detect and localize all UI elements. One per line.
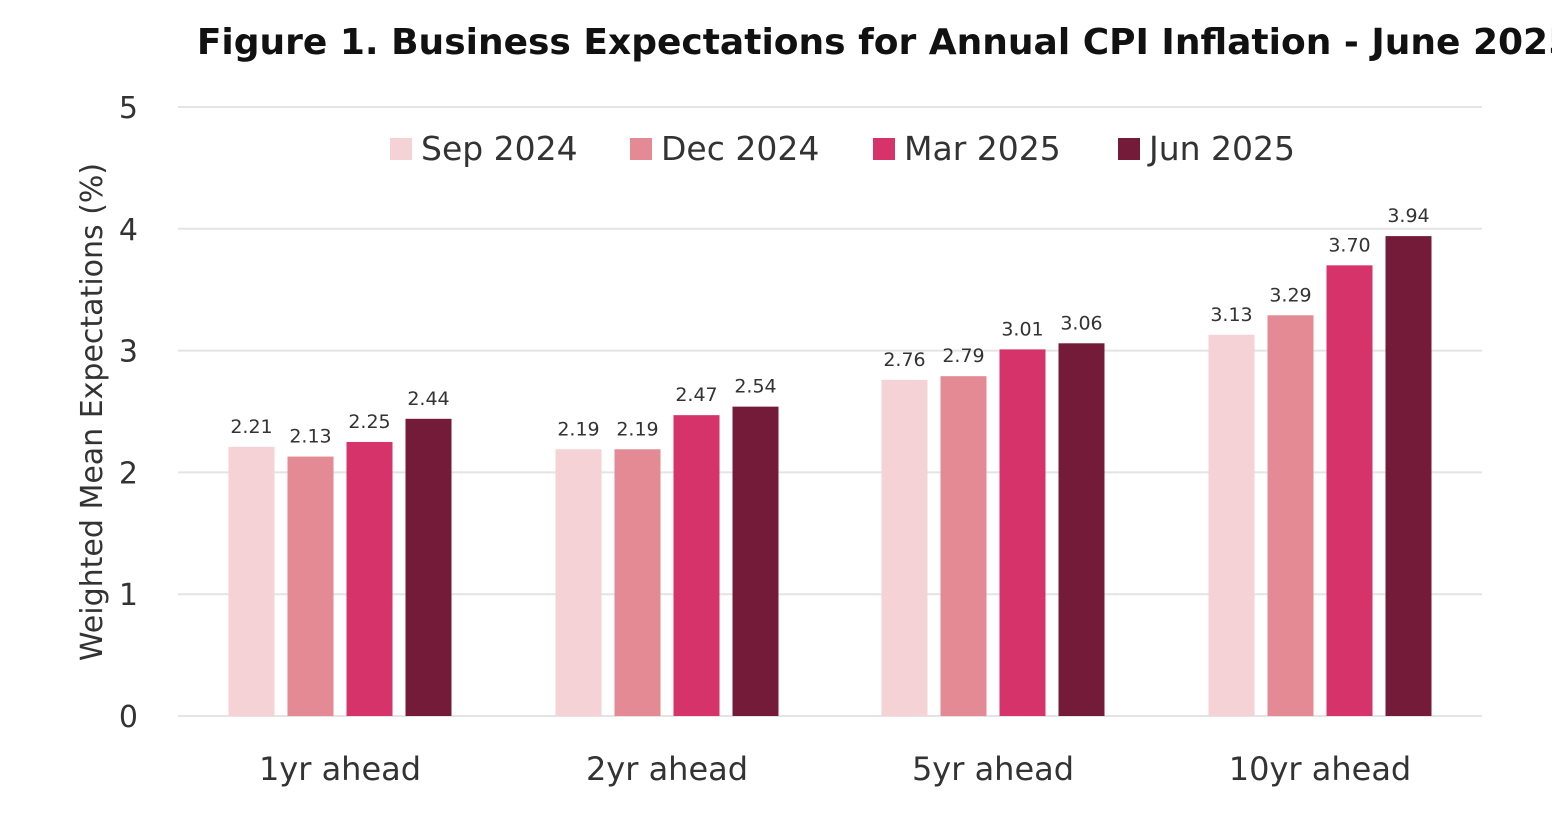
data-label-0-3: 2.44 <box>407 388 449 410</box>
data-label-0-0: 2.21 <box>230 416 272 438</box>
bar-2-3 <box>1058 343 1105 716</box>
data-label-2-3: 3.06 <box>1060 312 1102 334</box>
y-tick-label-1: 1 <box>119 578 138 613</box>
y-axis-label: Weighted Mean Expectations (%) <box>75 163 110 661</box>
y-axis-ticks: 0 1 2 3 4 5 <box>119 91 138 735</box>
data-label-1-3: 2.54 <box>734 376 776 398</box>
data-label-1-2: 2.47 <box>675 384 717 406</box>
bar-2-0 <box>881 379 928 716</box>
data-label-3-0: 3.13 <box>1210 304 1252 326</box>
legend-label-3: Jun 2025 <box>1147 129 1295 168</box>
data-label-3-3: 3.94 <box>1387 205 1429 227</box>
legend-label-2: Mar 2025 <box>904 129 1061 168</box>
y-tick-label-4: 4 <box>119 213 138 248</box>
bar-0-1 <box>287 456 334 716</box>
x-category-label-1: 2yr ahead <box>586 750 748 788</box>
chart-title: Figure 1. Business Expectations for Annu… <box>197 22 1552 63</box>
data-labels: 2.21 2.13 2.25 2.44 2.19 2.19 2.47 2.54 2.76 2.79… <box>230 205 1429 447</box>
x-category-label-3: 10yr ahead <box>1229 750 1411 788</box>
data-label-1-1: 2.19 <box>616 418 658 440</box>
bar-0-0 <box>228 446 275 716</box>
legend: Sep 2024 Dec 2024 Mar 2025 Jun 2025 <box>390 129 1295 168</box>
x-category-label-2: 5yr ahead <box>912 750 1074 788</box>
data-label-0-1: 2.13 <box>289 426 331 448</box>
legend-swatch-3 <box>1118 138 1140 160</box>
bar-3-0 <box>1208 334 1255 716</box>
legend-label-1: Dec 2024 <box>661 129 819 168</box>
data-label-2-1: 2.79 <box>942 345 984 367</box>
data-label-2-2: 3.01 <box>1001 318 1043 340</box>
data-label-0-2: 2.25 <box>348 411 390 433</box>
bar-3-1 <box>1267 315 1314 716</box>
bar-2-2 <box>999 349 1046 716</box>
legend-swatch-0 <box>390 138 412 160</box>
bar-1-1 <box>614 449 661 716</box>
data-label-3-2: 3.70 <box>1328 234 1370 256</box>
bar-3-2 <box>1326 265 1373 716</box>
bars <box>228 236 1432 716</box>
y-tick-label-0: 0 <box>119 700 138 735</box>
x-category-label-0: 1yr ahead <box>259 750 421 788</box>
bar-0-2 <box>346 441 393 716</box>
gridlines <box>178 106 1482 717</box>
x-axis-categories: 1yr ahead 2yr ahead 5yr ahead 10yr ahead <box>259 750 1411 788</box>
data-label-1-0: 2.19 <box>557 418 599 440</box>
bar-1-0 <box>555 449 602 716</box>
data-label-3-1: 3.29 <box>1269 284 1311 306</box>
y-tick-label-3: 3 <box>119 335 138 370</box>
bar-3-3 <box>1385 236 1432 716</box>
bar-1-2 <box>673 415 720 716</box>
bar-1-3 <box>732 406 779 716</box>
legend-swatch-2 <box>873 138 895 160</box>
y-tick-label-2: 2 <box>119 456 138 491</box>
data-label-2-0: 2.76 <box>883 349 925 371</box>
bar-2-1 <box>940 376 987 716</box>
legend-swatch-1 <box>630 138 652 160</box>
legend-label-0: Sep 2024 <box>421 129 578 168</box>
bar-0-3 <box>405 418 452 716</box>
y-tick-label-5: 5 <box>119 91 138 126</box>
